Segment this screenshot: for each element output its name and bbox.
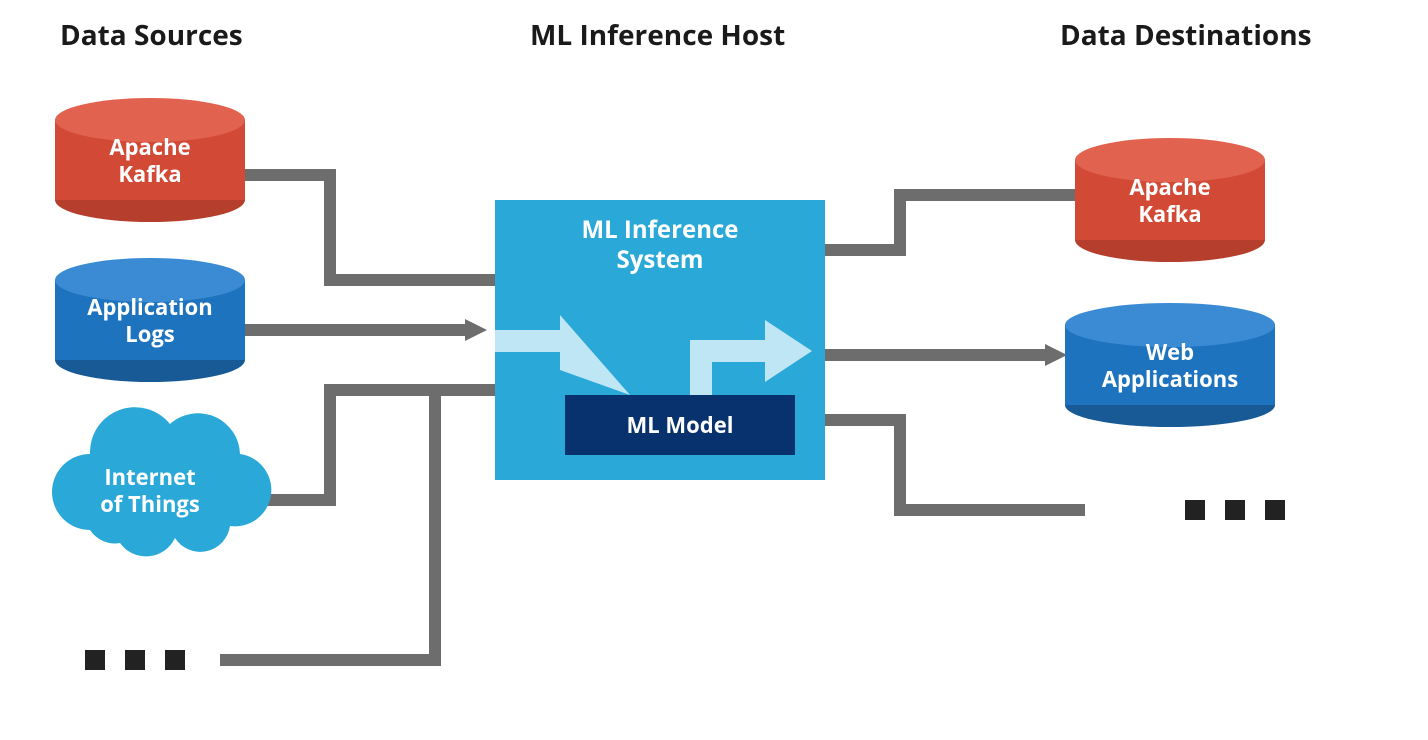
ml-model-label: ML Model: [627, 410, 734, 440]
connector-src-iot: [232, 390, 495, 500]
dest-ellipsis: [1185, 500, 1285, 520]
source-app-logs-label-1: Application: [87, 292, 212, 322]
source-apache-kafka-label-1: Apache: [109, 132, 190, 162]
host-column-title: ML Inference Host: [530, 16, 785, 54]
source-app-logs-label-2: Logs: [125, 319, 174, 349]
host-title-line-2: System: [617, 243, 704, 276]
dest-kafka-label-1: Apache: [1129, 172, 1210, 202]
ml-inference-host-box: ML Inference System ML Model: [495, 200, 825, 480]
connector-dest-kafka: [825, 195, 1075, 250]
connector-src-ellipsis: [220, 390, 495, 660]
source-application-logs: Application Logs: [55, 258, 245, 382]
source-iot-label-2: of Things: [100, 489, 200, 519]
connector-dest-ellipsis: [825, 420, 1085, 510]
dest-web-label-1: Web: [1146, 337, 1194, 367]
dest-web-label-2: Applications: [1102, 364, 1238, 394]
dest-web-applications: Web Applications: [1065, 303, 1275, 427]
source-ellipsis: [85, 650, 185, 670]
host-title-line-1: ML Inference: [582, 213, 739, 246]
source-iot-cloud: Internet of Things: [52, 407, 271, 556]
source-iot-label-1: Internet: [104, 462, 195, 492]
source-apache-kafka: Apache Kafka: [55, 98, 245, 222]
dest-kafka-label-2: Kafka: [1138, 199, 1201, 229]
sources-column-title: Data Sources: [60, 16, 243, 54]
source-apache-kafka-label-2: Kafka: [118, 159, 181, 189]
destinations-column-title: Data Destinations: [1060, 16, 1312, 54]
connector-src-kafka: [245, 175, 495, 280]
dest-apache-kafka: Apache Kafka: [1075, 138, 1265, 262]
ml-inference-architecture-diagram: Data Sources ML Inference Host Data Dest…: [0, 0, 1428, 740]
